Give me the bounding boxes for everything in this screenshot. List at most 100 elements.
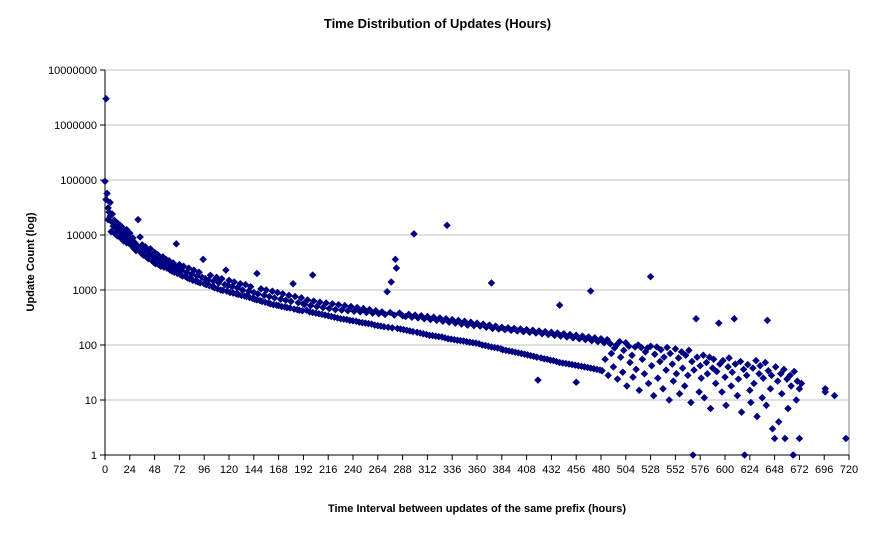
y-tick-label: 10000 [66, 230, 97, 242]
data-point [230, 278, 239, 286]
data-point [249, 288, 258, 297]
data-point [646, 342, 655, 351]
data-point [383, 287, 391, 296]
x-tick-label: 720 [840, 464, 858, 476]
data-point [703, 369, 712, 378]
data-point [718, 388, 726, 396]
data-point [659, 384, 667, 393]
data-point [766, 384, 775, 393]
data-point [758, 393, 767, 402]
data-point [699, 351, 708, 360]
data-point [487, 279, 496, 287]
x-tick-label: 0 [102, 464, 108, 476]
data-point [771, 363, 780, 371]
data-point [337, 306, 346, 315]
data-point [300, 300, 309, 309]
data-point [196, 278, 204, 287]
data-point [619, 346, 628, 355]
data-point [260, 291, 268, 300]
data-point [265, 292, 274, 301]
data-point [291, 292, 299, 301]
data-point [708, 364, 717, 372]
data-point [224, 281, 232, 290]
data-point [693, 353, 701, 362]
data-point [797, 379, 806, 388]
data-point [287, 297, 295, 306]
data-point [391, 255, 400, 264]
data-point [749, 364, 757, 372]
y-tick-label: 10 [85, 395, 97, 407]
data-point [842, 434, 850, 443]
data-point [387, 278, 396, 286]
data-point [626, 358, 634, 367]
x-tick-label: 336 [443, 464, 461, 476]
data-point [632, 365, 640, 374]
data-point [347, 302, 355, 311]
data-point [303, 296, 312, 304]
data-point [609, 363, 618, 371]
data-point [308, 271, 317, 279]
data-point [780, 365, 788, 374]
x-tick-label: 648 [765, 464, 783, 476]
data-point [756, 361, 764, 370]
data-point [752, 356, 760, 365]
y-tick-label: 10000000 [48, 65, 97, 77]
data-point [276, 295, 285, 304]
data-point [759, 374, 768, 382]
data-point [768, 424, 777, 433]
data-point [615, 337, 624, 346]
data-point [607, 349, 616, 358]
data-point [254, 290, 262, 298]
data-point [622, 382, 631, 390]
x-tick-label: 240 [344, 464, 362, 476]
data-point [745, 386, 754, 395]
data-point [647, 361, 656, 370]
data-point [663, 343, 671, 352]
data-point [555, 301, 564, 310]
data-point [649, 391, 658, 400]
data-point [270, 293, 279, 302]
x-tick-label: 696 [815, 464, 833, 476]
data-point [534, 376, 542, 384]
data-point [678, 364, 687, 372]
data-point [286, 304, 294, 312]
data-point [199, 255, 208, 264]
x-tick-label: 456 [567, 464, 585, 476]
data-point [656, 357, 664, 366]
data-point [697, 374, 706, 382]
data-point [742, 371, 751, 380]
data-point [316, 298, 324, 307]
data-point [700, 393, 709, 402]
data-point [672, 369, 681, 378]
data-point [795, 434, 804, 443]
x-tick-label: 48 [148, 464, 160, 476]
data-point [734, 375, 743, 383]
x-tick-label: 120 [220, 464, 238, 476]
axes: 1 10 100 1000 10000 100000 1000000 10000000 0 24 4… [48, 65, 858, 476]
data-point [761, 358, 770, 367]
x-tick-label: 264 [369, 464, 387, 476]
data-point [666, 349, 675, 358]
data-point [653, 374, 662, 382]
data-point [101, 177, 109, 186]
data-point [136, 233, 144, 241]
data-point [739, 365, 748, 374]
data-point [297, 293, 306, 302]
data-point [792, 396, 801, 404]
data-point [709, 355, 718, 364]
data-point [108, 210, 117, 218]
data-point [106, 198, 115, 207]
data-point [695, 388, 704, 396]
data-point [606, 339, 615, 348]
data-point [712, 367, 721, 376]
x-tick-label: 432 [542, 464, 560, 476]
data-point [721, 373, 729, 382]
data-point [722, 401, 730, 410]
data-point [774, 418, 783, 426]
data-point [781, 434, 789, 443]
data-point [683, 371, 692, 380]
data-point [821, 388, 830, 396]
data-point [616, 353, 625, 362]
data-point [646, 272, 655, 281]
